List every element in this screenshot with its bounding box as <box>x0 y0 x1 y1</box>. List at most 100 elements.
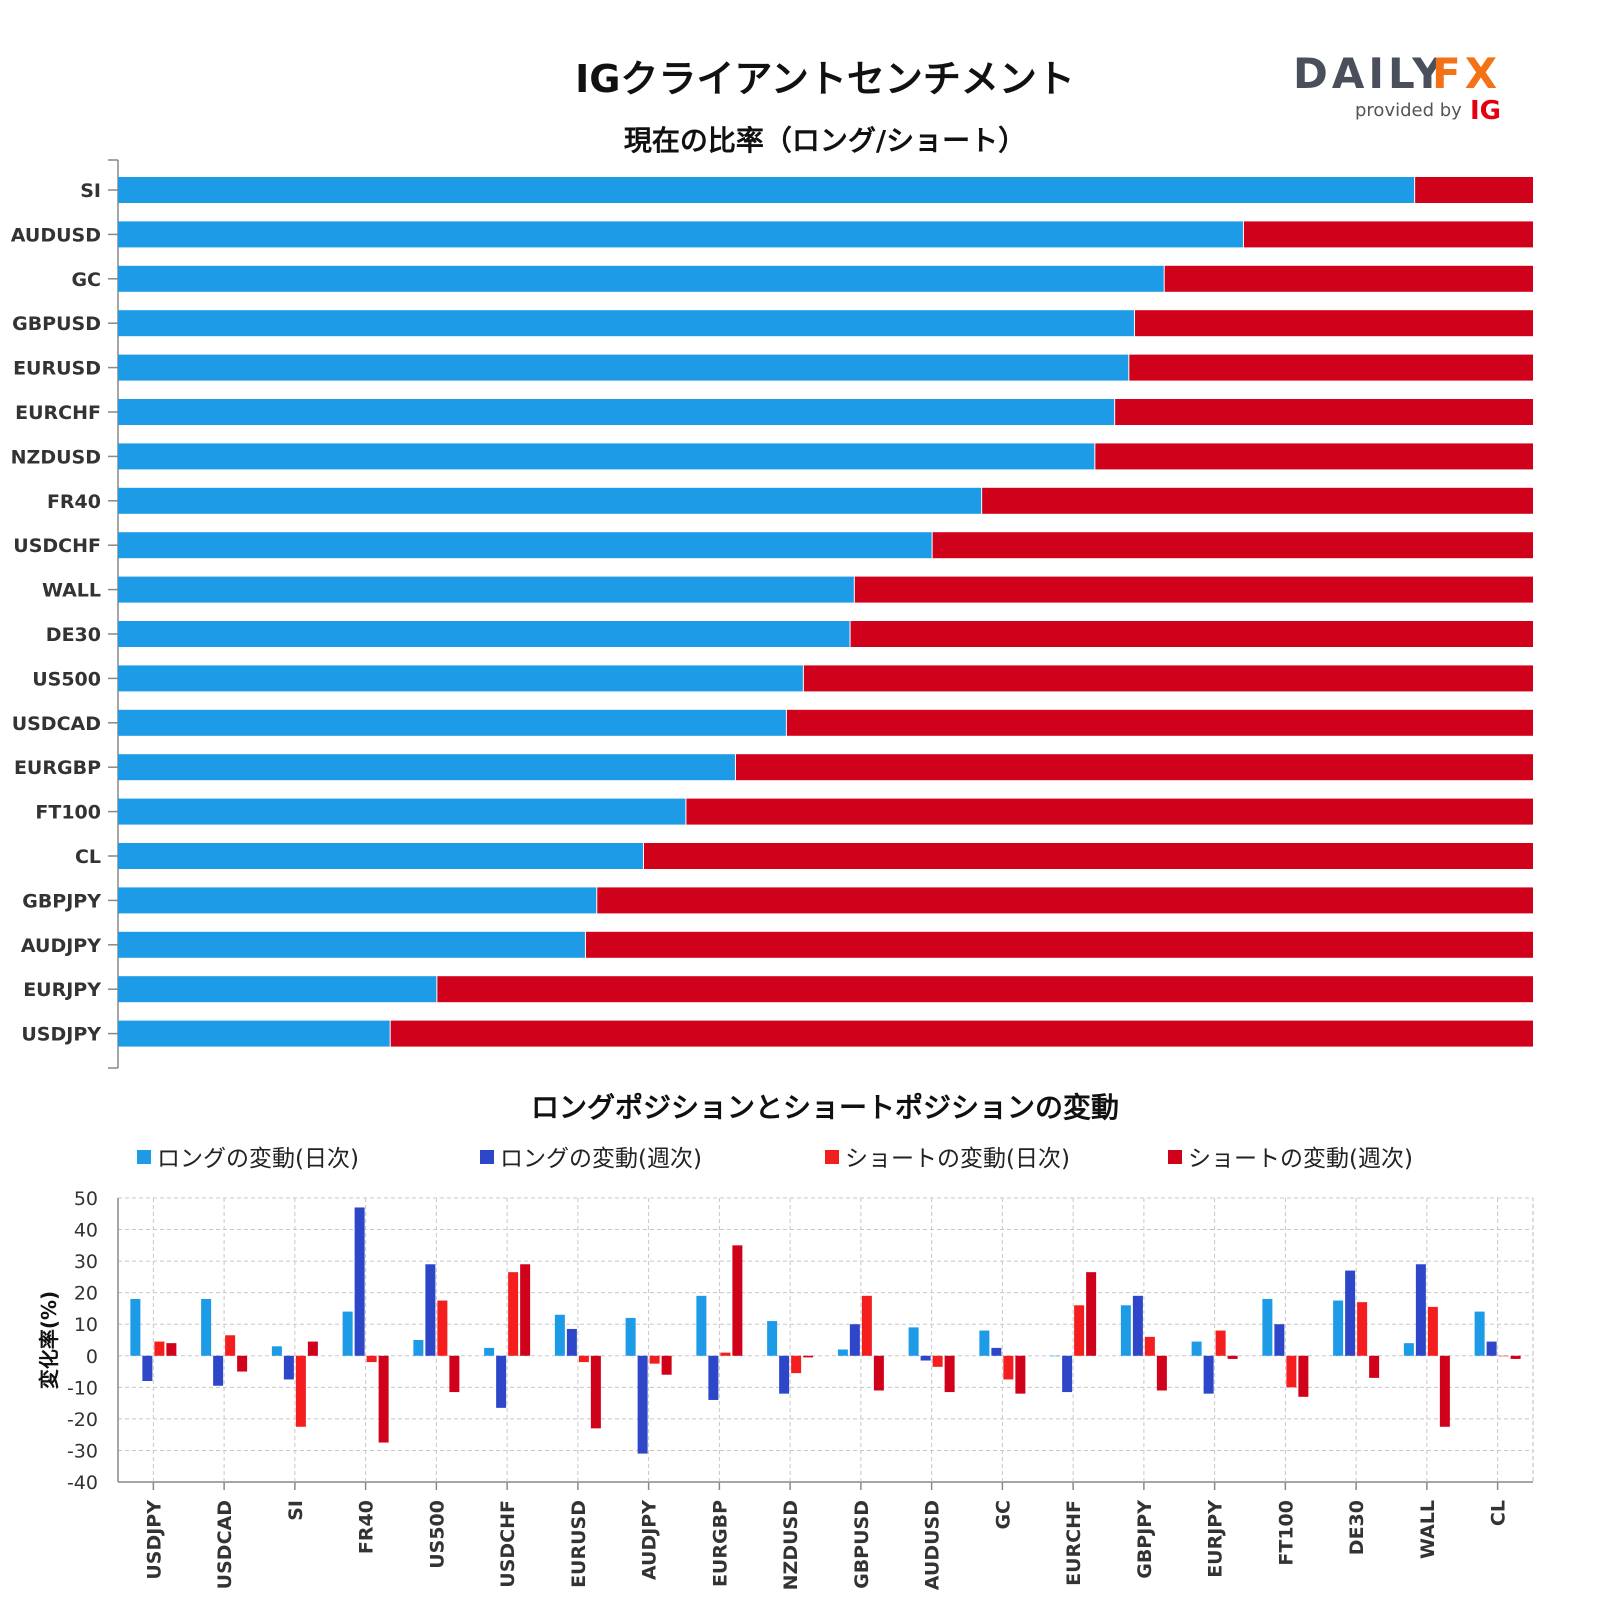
bar-long-daily <box>625 1317 636 1356</box>
bar-short-daily <box>1215 1330 1226 1356</box>
ratio-category-label: FT100 <box>35 802 101 824</box>
bar-long-daily <box>1120 1305 1131 1356</box>
legend-label: ショートの変動(週次) <box>1188 1146 1413 1172</box>
ratio-chart-title: 現在の比率（ロング/ショート） <box>624 124 1026 157</box>
ratio-category-label: NZDUSD <box>11 446 101 468</box>
bar-long-daily <box>554 1314 565 1356</box>
bar-short-daily <box>720 1352 731 1356</box>
ratio-bar-short <box>932 532 1533 559</box>
ratio-bar-short <box>1115 399 1533 425</box>
change-category-label: USDJPY <box>143 1500 165 1580</box>
bar-long-daily <box>342 1311 353 1356</box>
ratio-bar-long <box>118 621 850 647</box>
ratio-bar-long <box>118 221 1243 248</box>
bar-short-daily <box>1357 1302 1368 1356</box>
change-chart: 50 40 30 20 10 0 -10 -20 -30 -40 USDJPY USDCAD SI FR4… <box>37 1188 1534 1590</box>
ratio-bar-long <box>118 798 686 825</box>
bar-short-daily <box>508 1272 519 1356</box>
bar-short-daily <box>649 1355 660 1364</box>
bar-long-weekly <box>566 1328 577 1356</box>
bar-long-weekly <box>1415 1264 1426 1356</box>
change-chart-legend: ロングの変動(日次) ロングの変動(週次) ショートの変動(日次) ショートの変動(週… <box>137 1146 1413 1172</box>
main-title: IGクライアントセンチメント <box>575 57 1075 101</box>
ratio-bar-long <box>118 754 735 781</box>
change-y-tick-label: 30 <box>74 1251 98 1273</box>
ratio-bar-short <box>735 754 1533 781</box>
bar-short-weekly <box>590 1355 601 1429</box>
bar-long-weekly <box>142 1355 153 1382</box>
ratio-bar-short <box>1129 354 1533 381</box>
ratio-category-label: FR40 <box>47 491 101 513</box>
ratio-bar-long <box>118 487 982 514</box>
bar-long-weekly <box>1203 1355 1214 1394</box>
change-y-tick-label: 0 <box>86 1346 98 1368</box>
bar-short-weekly <box>378 1355 389 1443</box>
bar-long-weekly <box>637 1355 648 1454</box>
bar-short-weekly <box>1369 1355 1380 1378</box>
bar-short-daily <box>366 1355 377 1363</box>
bar-long-daily <box>201 1298 212 1356</box>
bar-long-weekly <box>1345 1270 1356 1356</box>
change-category-label: FT100 <box>1275 1500 1297 1566</box>
bar-long-daily <box>1191 1341 1202 1356</box>
bar-short-daily <box>578 1355 589 1363</box>
bar-long-weekly <box>1132 1295 1143 1356</box>
bar-short-daily <box>295 1355 306 1427</box>
bar-long-weekly <box>1062 1355 1073 1393</box>
change-category-label: AUDUSD <box>922 1500 944 1590</box>
bar-short-weekly <box>1227 1355 1238 1359</box>
ratio-bar-short <box>390 1020 1534 1047</box>
ratio-bar-short <box>437 976 1533 1003</box>
ratio-bar-short <box>585 931 1533 958</box>
bar-long-weekly <box>708 1355 719 1400</box>
change-category-label: CL <box>1488 1500 1510 1526</box>
logo-daily-text: DAILY <box>1293 49 1447 98</box>
bar-short-daily <box>1286 1355 1297 1388</box>
bar-long-daily <box>1403 1343 1414 1356</box>
bar-short-weekly <box>944 1355 955 1393</box>
ratio-bar-long <box>118 709 786 736</box>
bar-short-daily <box>932 1355 943 1367</box>
ratio-category-label: USDJPY <box>21 1024 101 1046</box>
bar-long-weekly <box>425 1264 436 1356</box>
change-category-label: EURJPY <box>1205 1500 1227 1578</box>
logo-fx-text: FX <box>1432 49 1501 98</box>
legend-swatch <box>825 1150 839 1164</box>
ratio-bar-short <box>854 576 1533 603</box>
bar-long-weekly <box>849 1324 860 1356</box>
ratio-bar-long <box>118 265 1164 292</box>
change-y-tick-label: -10 <box>67 1377 98 1399</box>
ratio-bar-short <box>1095 443 1533 470</box>
ratio-bar-short <box>1164 265 1533 292</box>
ratio-category-label: USDCAD <box>12 713 101 735</box>
change-chart-title: ロングポジションとショートポジションの変動 <box>531 1091 1119 1124</box>
bar-long-daily <box>1262 1298 1273 1356</box>
change-category-label: DE30 <box>1346 1500 1368 1555</box>
bar-short-daily <box>154 1341 165 1356</box>
ratio-category-label: SI <box>80 180 101 202</box>
bar-short-weekly <box>237 1355 248 1372</box>
bar-short-weekly <box>520 1264 531 1356</box>
change-category-label: GBPJPY <box>1134 1500 1156 1579</box>
ratio-bar-long <box>118 399 1115 425</box>
bar-short-daily <box>1144 1336 1155 1356</box>
change-category-label: EURUSD <box>568 1500 590 1588</box>
ratio-chart: SI AUDUSD GC GBPUSD EURUSD EURCHF NZDUSD FR40 US… <box>11 159 1534 1069</box>
bar-short-weekly <box>1298 1355 1309 1397</box>
ratio-bar-long <box>118 665 803 692</box>
legend-swatch <box>480 1150 494 1164</box>
bar-short-daily <box>437 1300 448 1356</box>
change-category-label: FR40 <box>356 1500 378 1554</box>
bar-short-daily <box>225 1335 236 1356</box>
ratio-category-label: GBPJPY <box>22 890 101 912</box>
bar-short-daily <box>1427 1306 1438 1356</box>
bar-long-weekly <box>920 1355 931 1361</box>
ratio-bar-long <box>118 443 1095 470</box>
change-category-label: EURGBP <box>709 1500 731 1587</box>
bar-short-weekly <box>307 1341 318 1356</box>
bar-long-weekly <box>496 1355 507 1408</box>
ratio-bar-long <box>118 177 1415 203</box>
bar-long-daily <box>413 1340 424 1356</box>
logo-ig-text: IG <box>1470 96 1501 126</box>
